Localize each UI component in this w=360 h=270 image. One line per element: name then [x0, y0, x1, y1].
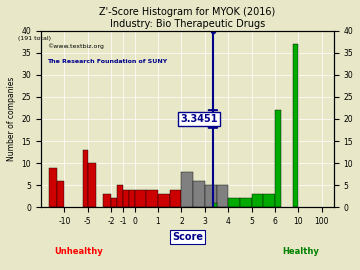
Text: Unhealthy: Unhealthy: [54, 247, 103, 256]
Bar: [83, 150, 88, 207]
Bar: [129, 190, 135, 207]
Text: (191 total): (191 total): [18, 36, 50, 41]
Bar: [88, 163, 96, 207]
Bar: [275, 110, 281, 207]
Bar: [264, 194, 275, 207]
Bar: [252, 194, 264, 207]
Text: The Research Foundation of SUNY: The Research Foundation of SUNY: [47, 59, 167, 64]
Bar: [103, 194, 111, 207]
X-axis label: Score: Score: [172, 232, 203, 242]
Bar: [213, 203, 216, 207]
Bar: [170, 190, 181, 207]
Bar: [57, 181, 64, 207]
Bar: [111, 198, 117, 207]
Text: ©www.textbiz.org: ©www.textbiz.org: [47, 43, 104, 49]
Bar: [117, 185, 123, 207]
Title: Z'-Score Histogram for MYOK (2016)
Industry: Bio Therapeutic Drugs: Z'-Score Histogram for MYOK (2016) Indus…: [99, 7, 275, 29]
Text: Healthy: Healthy: [283, 247, 320, 256]
Bar: [216, 185, 228, 207]
Bar: [158, 194, 170, 207]
Bar: [205, 185, 216, 207]
Text: 3.3451: 3.3451: [180, 114, 217, 124]
Bar: [146, 190, 158, 207]
Bar: [135, 190, 146, 207]
Bar: [193, 181, 205, 207]
Bar: [228, 198, 240, 207]
Bar: [123, 190, 129, 207]
Bar: [293, 44, 298, 207]
Bar: [240, 198, 252, 207]
Bar: [181, 172, 193, 207]
Y-axis label: Number of companies: Number of companies: [7, 77, 16, 161]
Bar: [49, 168, 57, 207]
